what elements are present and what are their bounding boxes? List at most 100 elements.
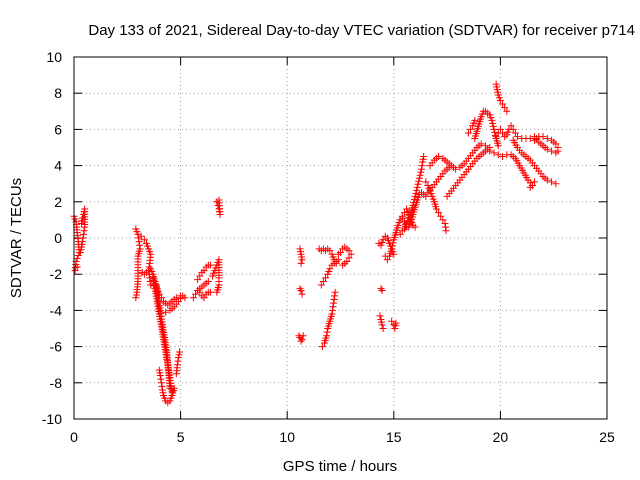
data-point — [489, 122, 497, 130]
data-point — [206, 261, 214, 269]
data-point — [137, 232, 145, 240]
data-point — [494, 151, 502, 159]
data-point — [196, 288, 204, 296]
data-point — [196, 272, 204, 280]
data-point — [503, 107, 511, 115]
data-point — [323, 328, 331, 336]
data-point — [157, 379, 165, 387]
data-point — [189, 294, 197, 302]
data-point — [390, 250, 398, 258]
data-point — [412, 189, 420, 197]
data-point — [400, 209, 408, 217]
data-point — [452, 165, 460, 173]
data-point — [378, 286, 386, 294]
data-point — [492, 133, 500, 141]
data-point — [442, 227, 450, 235]
data-point — [413, 186, 421, 194]
data-point — [494, 142, 502, 150]
data-point — [435, 153, 443, 161]
data-point — [490, 149, 498, 157]
data-point — [528, 182, 536, 190]
data-point — [146, 259, 154, 267]
data-point — [442, 223, 450, 231]
data-point — [413, 183, 421, 191]
data-point — [416, 171, 424, 179]
data-point — [330, 296, 338, 304]
x-tick-label: 10 — [279, 429, 295, 445]
data-point — [172, 294, 180, 302]
y-tick-label: -2 — [50, 266, 63, 282]
data-point — [539, 133, 547, 141]
data-point — [552, 180, 560, 188]
data-point — [173, 361, 181, 369]
data-point — [388, 245, 396, 253]
data-point — [345, 254, 353, 262]
data-point — [496, 96, 504, 104]
data-point — [297, 337, 305, 345]
data-point — [415, 174, 423, 182]
data-point — [71, 267, 79, 275]
data-point — [418, 165, 426, 173]
data-point — [179, 292, 187, 300]
data-point — [432, 205, 440, 213]
data-point — [420, 153, 428, 161]
data-point — [388, 242, 396, 250]
data-point — [298, 335, 306, 343]
data-point — [134, 230, 142, 238]
data-point — [379, 325, 387, 332]
data-point — [296, 285, 304, 293]
data-point — [162, 308, 170, 316]
data-point — [388, 317, 396, 325]
data-point — [317, 281, 325, 289]
data-point — [409, 201, 417, 209]
data-point — [81, 223, 89, 231]
x-tick-label: 20 — [493, 429, 509, 445]
data-point — [174, 357, 182, 365]
data-point — [410, 195, 418, 203]
data-point — [543, 145, 551, 153]
data-point — [543, 134, 551, 142]
chart-title: Day 133 of 2021, Sidereal Day-to-day VTE… — [88, 22, 635, 39]
data-point — [329, 303, 337, 311]
data-point — [411, 223, 419, 231]
data-point — [379, 236, 387, 244]
data-point — [507, 122, 515, 130]
data-point — [326, 247, 334, 255]
data-point — [331, 288, 339, 296]
data-point — [194, 276, 202, 284]
y-tick-label: 0 — [54, 230, 62, 246]
data-point — [513, 133, 521, 141]
data-point — [158, 382, 166, 390]
x-tick-label: 25 — [599, 429, 615, 445]
y-tick-label: -10 — [42, 411, 62, 427]
data-point — [437, 212, 445, 220]
data-point — [319, 277, 327, 285]
data-point — [200, 294, 208, 302]
data-point — [554, 147, 562, 155]
data-point — [337, 248, 344, 256]
x-tick-label: 15 — [386, 429, 402, 445]
data-point — [298, 256, 306, 264]
data-point — [501, 104, 509, 112]
data-point — [206, 288, 214, 296]
x-axis-label: GPS time / hours — [283, 458, 397, 475]
data-point — [328, 310, 336, 318]
data-point — [299, 332, 307, 340]
data-point — [414, 180, 422, 188]
data-point — [422, 178, 430, 186]
data-point — [496, 125, 504, 133]
data-point — [330, 299, 338, 307]
data-point — [422, 192, 430, 200]
data-point — [548, 178, 556, 186]
data-point — [488, 116, 496, 124]
data-point — [135, 238, 143, 246]
data-point — [490, 125, 498, 133]
data-point — [526, 134, 534, 142]
data-point — [140, 236, 148, 244]
data-point — [378, 321, 386, 329]
data-point — [298, 290, 306, 298]
data-point — [329, 306, 337, 314]
data-point — [398, 212, 406, 220]
data-point — [80, 230, 88, 238]
data-point — [411, 192, 419, 200]
